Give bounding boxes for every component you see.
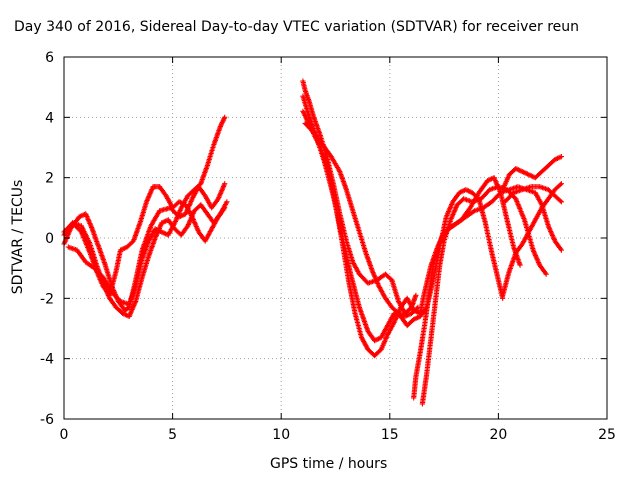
series-track-12 [500,154,564,193]
series-markers [502,184,564,205]
x-axis-label: GPS time / hours [270,456,388,472]
series-markers [500,154,564,193]
y-tick-label: 6 [45,50,54,66]
series-track-8 [302,120,421,319]
grid [64,57,607,419]
y-axis-label: SDTVAR / TECUs [10,179,26,295]
y-tick-label: -6 [40,412,54,428]
series-markers [302,120,421,319]
x-tick-label: 5 [168,427,177,443]
series-track-10 [419,184,549,407]
series-track-5 [300,78,419,316]
x-tick-label: 25 [598,427,616,443]
series-track-4 [65,114,228,307]
x-tick-label: 15 [381,427,399,443]
series-markers [300,78,419,316]
y-tick-label: -2 [40,291,54,307]
series-markers [419,184,549,407]
chart-title: Day 340 of 2016, Sidereal Day-to-day VTE… [14,19,580,35]
y-tick-label: 0 [45,231,54,247]
y-tick-label: 2 [45,171,54,187]
x-tick-label: 10 [272,427,290,443]
series-markers [65,114,228,307]
series-track-13 [502,184,564,205]
axis-ticks: 0 5 10 15 20 25 -6 -4 -2 0 2 4 6 [40,50,616,443]
y-tick-label: 4 [45,110,54,126]
x-tick-label: 20 [489,427,507,443]
x-tick-label: 0 [60,427,69,443]
data-points [61,78,564,407]
y-tick-label: -4 [40,352,54,368]
